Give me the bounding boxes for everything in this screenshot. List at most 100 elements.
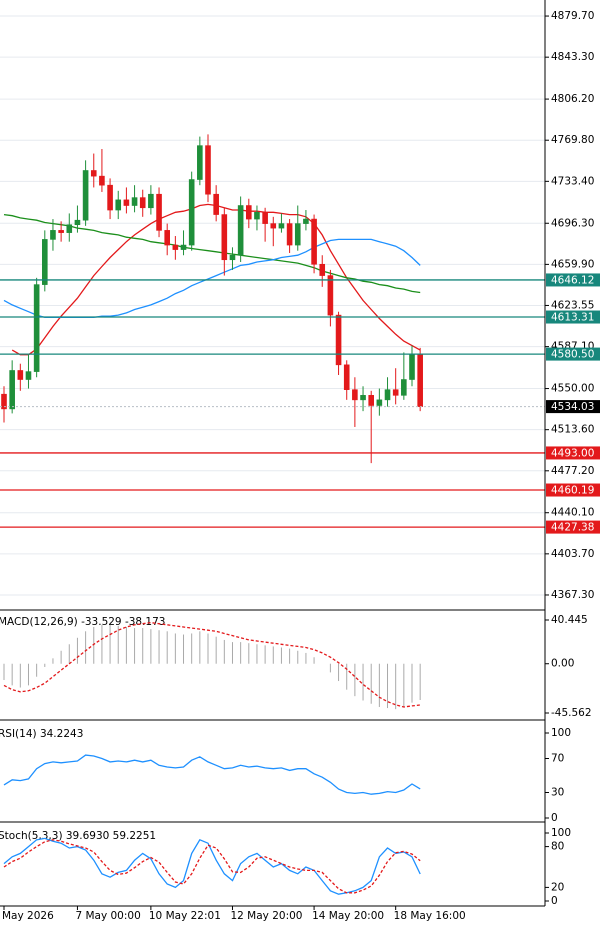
candle-body	[221, 214, 228, 261]
level-box	[546, 347, 600, 361]
indicator-line	[3, 839, 421, 894]
indicator-line	[3, 621, 421, 708]
candle-body	[213, 193, 219, 215]
candle-body	[90, 170, 97, 177]
level-box	[546, 273, 600, 287]
level-label: 4613.31	[551, 312, 594, 324]
candle-body	[99, 175, 105, 186]
candle-body	[82, 170, 89, 221]
y-tick-label: 4513.60	[551, 424, 594, 436]
candle-body	[17, 370, 24, 380]
candle-body	[205, 145, 211, 195]
candle-body	[360, 395, 366, 401]
candle-body	[41, 239, 48, 285]
y-tick-label: 4367.30	[551, 589, 594, 601]
level-label: 4493.00	[551, 447, 594, 459]
candle-body	[343, 364, 350, 390]
y-tick-label: -45.562	[551, 707, 592, 719]
y-tick-label: 4477.20	[551, 465, 594, 477]
panel-title: MACD(12,26,9) -33.529 -38.173	[0, 616, 165, 628]
candle-body	[58, 230, 64, 233]
x-tick-label: 14 May 20:00	[312, 910, 384, 922]
y-tick-label: 4440.10	[551, 507, 594, 519]
indicator-line	[3, 837, 421, 895]
candle-body	[1, 393, 7, 410]
candle-body	[368, 395, 375, 406]
candle-body	[327, 275, 334, 316]
candle-body	[335, 314, 342, 366]
candle-body	[417, 354, 423, 407]
y-tick-label: 40.445	[551, 614, 588, 626]
candle-body	[9, 370, 15, 410]
x-tick-label: 7 May 00:00	[75, 910, 140, 922]
x-tick-label: 12 May 20:00	[230, 910, 302, 922]
panel-title: RSI(14) 34.2243	[0, 728, 83, 740]
indicator-line	[3, 754, 421, 795]
candle-body	[139, 197, 146, 209]
candle-body	[66, 224, 73, 233]
y-tick-label: 4403.70	[551, 548, 594, 560]
last-price-box	[546, 400, 600, 414]
y-tick-label: 4843.30	[551, 51, 594, 63]
candle-body	[286, 223, 293, 246]
level-box	[546, 483, 600, 497]
candle-body	[376, 399, 383, 406]
candle-body	[246, 205, 252, 220]
candle-body	[148, 193, 154, 209]
y-tick-label: 0	[551, 812, 558, 824]
candle-body	[229, 254, 236, 261]
candle-body	[352, 389, 358, 401]
candle-body	[50, 230, 56, 240]
candle-body	[156, 193, 162, 231]
level-box	[546, 520, 600, 534]
indicator-line	[3, 213, 421, 294]
y-tick-label: 4659.90	[551, 258, 594, 270]
candle-body	[188, 179, 195, 246]
y-tick-label: 4879.70	[551, 10, 594, 22]
candle-body	[25, 371, 32, 380]
candle-body	[33, 284, 40, 372]
x-tick-label: 10 May 22:01	[149, 910, 221, 922]
candle-body	[409, 354, 415, 380]
y-tick-label: 100	[551, 827, 571, 839]
candle-body	[303, 218, 309, 224]
y-tick-label: 4806.20	[551, 93, 594, 105]
y-tick-label: 4733.40	[551, 175, 594, 187]
candle-body	[311, 218, 317, 265]
panel-title: Stoch(5,3,3) 39.6930 59.2251	[0, 830, 156, 842]
y-tick-label: 4769.80	[551, 134, 594, 146]
level-box	[546, 446, 600, 460]
x-tick-label: 18 May 16:00	[394, 910, 466, 922]
y-tick-label: 70	[551, 753, 564, 765]
candle-body	[278, 223, 285, 229]
candle-body	[123, 199, 130, 206]
candle-body	[237, 205, 244, 256]
level-label: 4427.38	[551, 522, 594, 534]
candle-body	[197, 145, 203, 180]
y-tick-label: 4623.55	[551, 299, 594, 311]
candle-body	[401, 379, 407, 396]
y-tick-label: 0	[551, 895, 558, 907]
candle-body	[270, 223, 277, 229]
candle-body	[392, 389, 399, 396]
y-tick-label: 20	[551, 881, 564, 893]
candle-body	[164, 230, 170, 246]
y-tick-label: 100	[551, 727, 571, 739]
level-box	[546, 310, 600, 324]
last-price-label: 4534.03	[551, 401, 594, 413]
y-tick-label: 4550.00	[551, 383, 594, 395]
candle-body	[384, 389, 391, 401]
candle-body	[115, 199, 122, 211]
candle-body	[172, 244, 179, 250]
x-tick-label: May 2026	[2, 910, 54, 922]
candle-body	[262, 211, 268, 224]
y-tick-label: 30	[551, 787, 564, 799]
y-tick-label: 4696.30	[551, 217, 594, 229]
candle-body	[254, 211, 260, 220]
level-label: 4460.19	[551, 485, 594, 497]
candle-body	[131, 197, 138, 206]
y-tick-label: 80	[551, 841, 564, 853]
